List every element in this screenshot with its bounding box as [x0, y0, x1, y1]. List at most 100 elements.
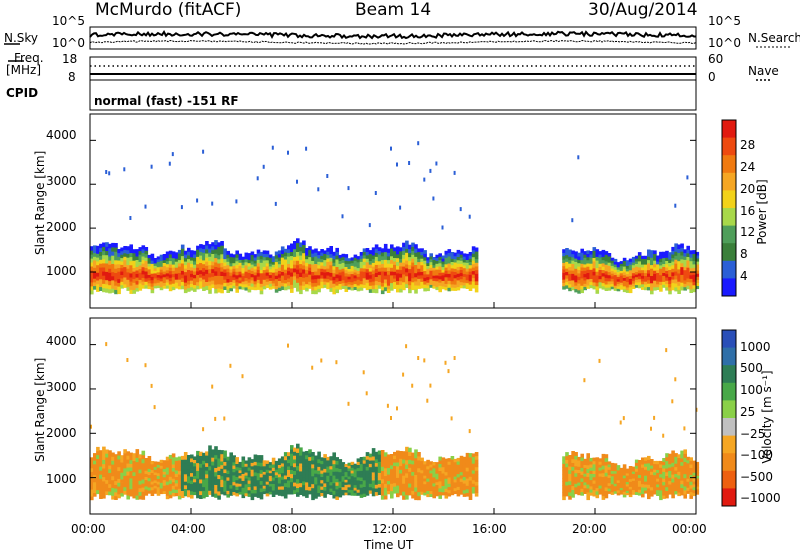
heatmap-cell [232, 279, 236, 283]
heatmap-cell [314, 494, 318, 499]
heatmap-cell [453, 252, 458, 257]
heatmap-cell [332, 460, 336, 465]
heatmap-cell [159, 462, 164, 466]
heatmap-cell [277, 267, 282, 271]
heatmap-cell [171, 485, 176, 490]
power-y-tick: 4000 [46, 128, 77, 142]
heatmap-cell [220, 271, 224, 276]
heatmap-cell [256, 276, 261, 280]
heatmap-cell [426, 260, 430, 264]
heatmap-cell [93, 471, 97, 476]
heatmap-cell [453, 284, 458, 288]
heatmap-cell [332, 467, 336, 472]
heatmap-cell [619, 275, 624, 278]
heatmap-cell [214, 257, 218, 263]
heatmap-cell [277, 483, 282, 487]
heatmap-cell [586, 263, 590, 267]
heatmap-cell [332, 258, 336, 263]
heatmap-cell [338, 286, 343, 290]
heatmap-cell [299, 250, 303, 256]
heatmap-cell [229, 266, 233, 270]
heatmap-cell [453, 476, 458, 480]
heatmap-cell [453, 255, 458, 260]
heatmap-cell [235, 483, 239, 487]
heatmap-cell [650, 474, 654, 478]
heatmap-cell [323, 278, 327, 282]
heatmap-cell [659, 271, 663, 276]
heatmap-cell [429, 270, 433, 274]
heatmap-cell [290, 453, 294, 458]
heatmap-cell [283, 479, 288, 484]
heatmap-cell [105, 479, 109, 484]
heatmap-cell [402, 242, 406, 247]
heatmap-cell [390, 244, 394, 249]
heatmap-cell [396, 250, 400, 255]
heatmap-cell [350, 492, 355, 496]
heatmap-cell [299, 255, 303, 260]
heatmap-cell [396, 273, 400, 278]
heatmap-cell [601, 480, 606, 485]
heatmap-cell [438, 285, 442, 289]
heatmap-cell [174, 489, 179, 493]
heatmap-cell [187, 465, 191, 470]
heatmap-cell [274, 268, 279, 273]
heatmap-cell [589, 278, 593, 283]
heatmap-cell [344, 469, 349, 473]
heatmap-cell [680, 487, 684, 492]
heatmap-cell [226, 487, 230, 491]
heatmap-cell [232, 271, 236, 275]
heatmap-cell [465, 489, 470, 493]
heatmap-cell [659, 258, 663, 263]
heatmap-cell [217, 470, 221, 475]
heatmap-cell [223, 275, 227, 280]
heatmap-cell [132, 260, 136, 265]
station-title: McMurdo (fitACF) [95, 0, 242, 20]
heatmap-cell [653, 480, 657, 484]
heatmap-cell [141, 470, 146, 476]
heatmap-cell [429, 168, 432, 173]
heatmap-cell [262, 474, 267, 478]
heatmap-cell [214, 288, 218, 294]
heatmap-cell [135, 495, 140, 500]
heatmap-cell [662, 491, 666, 496]
heatmap-cell [583, 276, 587, 281]
heatmap-cell [150, 263, 155, 268]
heatmap-cell [362, 493, 367, 497]
heatmap-cell [311, 483, 315, 489]
heatmap-cell [196, 256, 200, 261]
heatmap-cell [220, 464, 224, 469]
heatmap-cell [338, 283, 343, 287]
heatmap-cell [610, 268, 615, 272]
heatmap-cell [659, 274, 663, 279]
heatmap-cell [371, 277, 376, 282]
heatmap-cell [296, 478, 300, 484]
heatmap-cell [383, 452, 388, 457]
heatmap-cell [641, 264, 645, 268]
heatmap-cell [580, 259, 584, 264]
heatmap-cell [256, 494, 261, 498]
heatmap-cell [644, 255, 648, 259]
heatmap-cell [199, 255, 203, 260]
heatmap-cell [474, 251, 479, 256]
heatmap-cell [399, 465, 403, 470]
heatmap-cell [168, 284, 173, 288]
heatmap-cell [641, 460, 645, 465]
heatmap-cell [344, 285, 349, 289]
heatmap-cell [199, 486, 203, 492]
heatmap-cell [411, 494, 415, 499]
heatmap-cell [99, 275, 103, 280]
heatmap-cell [695, 251, 700, 256]
heatmap-cell [417, 471, 421, 477]
heatmap-cell [359, 271, 364, 275]
heatmap-cell [377, 264, 382, 269]
heatmap-cell [250, 476, 255, 480]
heatmap-cell [317, 488, 321, 493]
heatmap-cell [138, 250, 143, 255]
heatmap-cell [644, 460, 648, 464]
heatmap-cell [217, 279, 221, 285]
heatmap-cell [223, 282, 227, 287]
heatmap-cell [111, 259, 115, 264]
heatmap-cell [183, 278, 188, 283]
heatmap-cell [253, 479, 258, 483]
heatmap-cell [453, 484, 458, 489]
